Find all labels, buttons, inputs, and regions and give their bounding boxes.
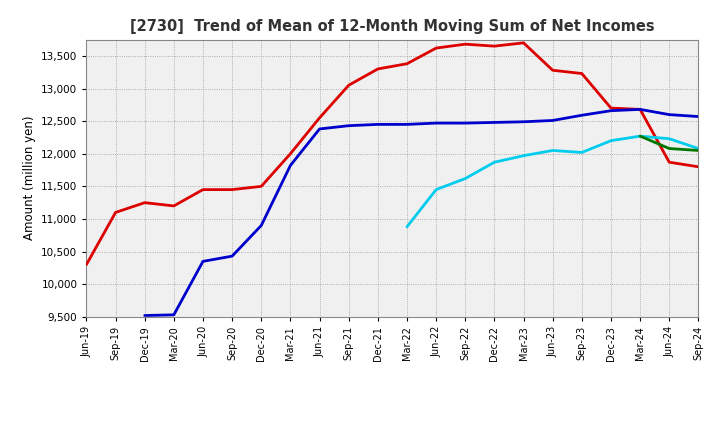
Y-axis label: Amount (million yen): Amount (million yen) (22, 116, 35, 240)
Title: [2730]  Trend of Mean of 12-Month Moving Sum of Net Incomes: [2730] Trend of Mean of 12-Month Moving … (130, 19, 654, 34)
